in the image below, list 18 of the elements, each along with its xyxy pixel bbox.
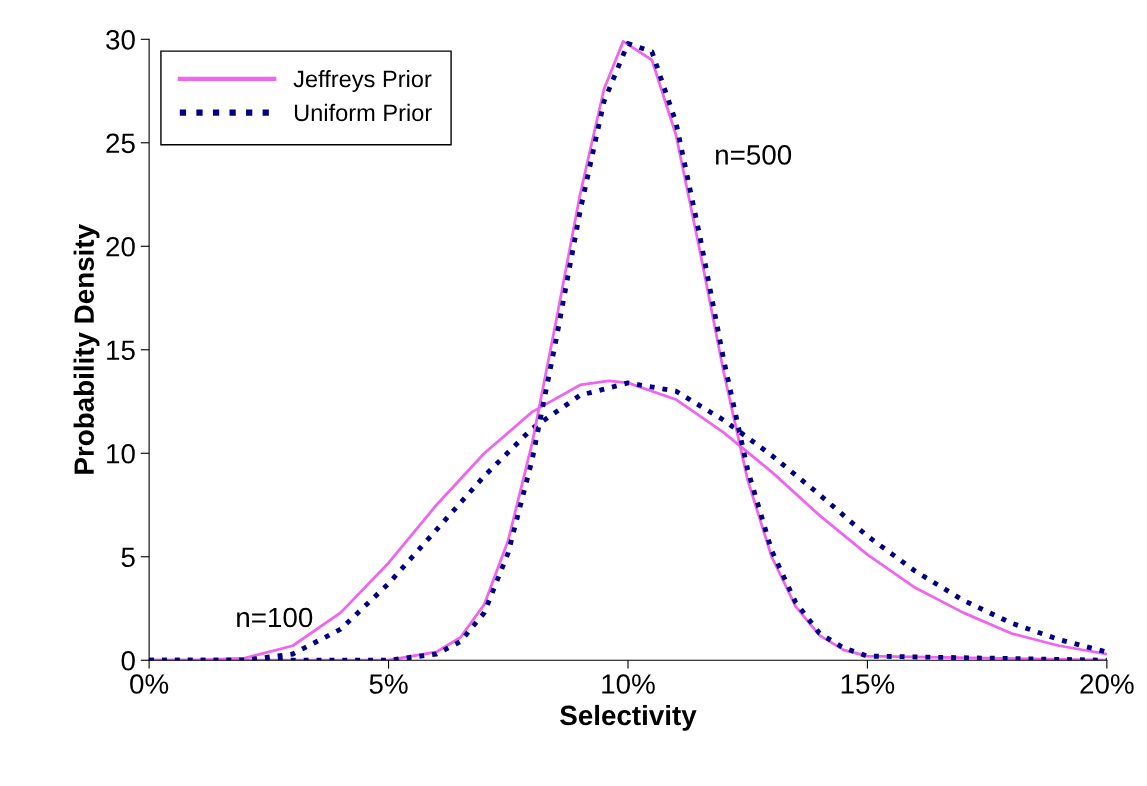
x-tick-label: 10% xyxy=(602,674,655,694)
y-axis-title: Probability Density xyxy=(73,224,100,474)
x-tick-label: 15% xyxy=(841,674,895,694)
legend-label: Uniform Prior xyxy=(294,103,432,122)
y-tick-label: 10 xyxy=(107,443,135,464)
x-tick-label: 0% xyxy=(130,674,169,694)
legend-label: Jeffreys Prior xyxy=(293,69,432,92)
y-tick-label: 30 xyxy=(106,29,135,50)
annotation: n=100 xyxy=(237,607,313,628)
x-axis-title: Selectivity xyxy=(560,704,697,731)
annotation: n=500 xyxy=(716,145,792,165)
x-tick-label: 5% xyxy=(369,674,408,694)
y-tick-label: 15 xyxy=(107,340,135,361)
x-tick-label: 20% xyxy=(1080,674,1134,694)
y-tick-label: 20 xyxy=(106,236,135,257)
y-tick-label: 25 xyxy=(106,133,135,154)
y-tick-label: 0 xyxy=(121,650,135,671)
y-tick-label: 5 xyxy=(121,547,135,568)
